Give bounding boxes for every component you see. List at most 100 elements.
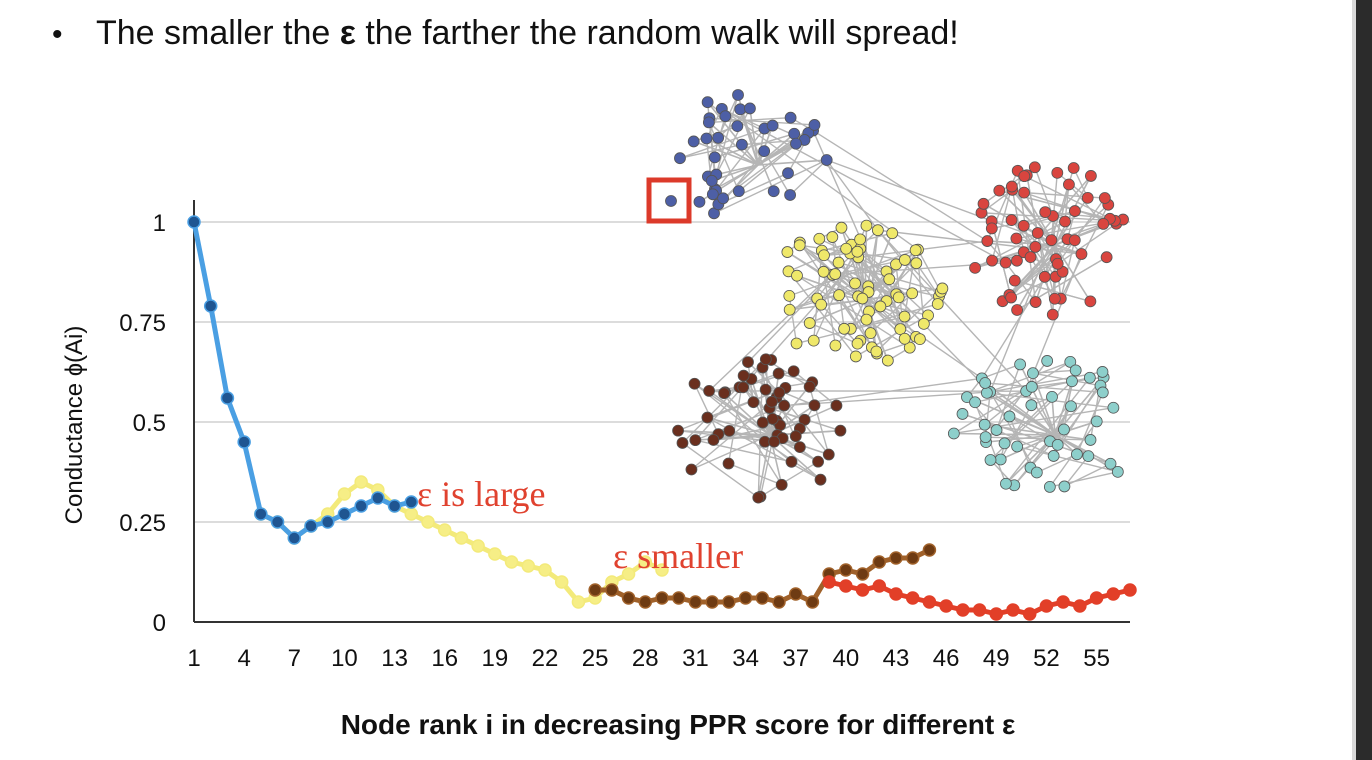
network-node [772,367,785,380]
network-node [768,435,781,448]
network-edge [1054,244,1092,302]
network-node [1010,232,1023,245]
network-node [1045,234,1058,247]
network-node [851,245,864,258]
network-node [717,192,730,205]
network-node [781,246,794,258]
data-point [304,519,318,533]
data-point [1056,595,1070,609]
network-node [910,257,923,270]
network-edge [682,442,759,499]
data-point [404,507,419,521]
network-node [1011,254,1023,267]
network-node [1027,367,1039,380]
data-point [1006,603,1020,617]
network-node [1081,191,1094,204]
network-node [747,396,760,409]
network-node [984,454,997,466]
network-node [803,317,816,329]
network-node [1063,178,1075,191]
network-node [759,383,772,396]
network-edge [712,128,765,195]
network-node [898,310,911,323]
seed-node-highlight [646,177,692,224]
network-node [883,273,896,286]
x-axis-title: Node rank i in decreasing PPR score for … [341,709,1016,740]
network-node [881,354,894,367]
network-edge [985,382,1103,394]
series-3 [822,575,1137,621]
network-edge [718,172,789,205]
network-node [742,356,754,369]
data-point [989,607,1004,621]
network-node [1069,364,1082,377]
data-point [554,575,569,589]
network-node [723,424,736,437]
network-node [674,152,686,165]
network-node [833,289,845,302]
series-1 [187,215,419,545]
network-node [1065,400,1077,413]
network-node [1066,375,1078,388]
network-edge [896,287,943,295]
network-node [1084,295,1097,308]
x-tick-label: 13 [381,645,408,672]
network-node [1039,206,1052,218]
network-node [773,386,786,399]
network-node [956,408,969,420]
network-node [718,387,731,400]
network-node [979,377,992,389]
x-tick-label: 10 [331,645,358,672]
network-node [1059,215,1071,228]
network-node [788,127,801,140]
network-node [767,185,780,198]
data-point [922,543,937,557]
network-edge [715,108,751,175]
data-point [588,583,602,597]
network-edge [1010,244,1056,299]
data-point [488,547,502,561]
network-node [1058,423,1070,436]
network-node [834,424,847,437]
network-node [685,463,698,476]
x-tick-label: 46 [933,645,960,672]
network-node [969,396,981,409]
network-node [722,457,735,470]
network-edge [1009,415,1051,442]
network-node [832,256,845,269]
network-node [705,174,718,187]
network-edge [809,299,866,324]
data-point [889,587,903,601]
network-node [977,197,990,210]
network-node [808,119,821,131]
network-node [969,261,981,274]
network-edge [788,295,798,344]
network-node [822,448,835,461]
network-edge [715,94,739,175]
network-node [1029,240,1042,253]
network-node [903,341,916,354]
data-point [922,595,937,609]
network-node [784,111,797,124]
network-edge [714,133,795,159]
data-point [437,523,452,537]
network-node [936,282,949,295]
data-point [203,299,218,313]
network-node [980,386,993,399]
headline-epsilon: ε [339,14,356,52]
network-edge [747,361,780,394]
network-edge [826,159,879,231]
network-node [829,268,842,280]
data-point [337,507,352,521]
network-node [835,221,848,234]
data-point [872,579,887,593]
network-node [813,232,826,245]
network-edge [721,108,1006,264]
data-point [822,575,836,589]
network-node [712,131,725,144]
x-tick-label: 31 [682,645,709,672]
network-node [789,430,802,443]
network-node [860,313,873,326]
network-node [759,353,772,366]
y-tick-label: 0 [153,610,166,637]
